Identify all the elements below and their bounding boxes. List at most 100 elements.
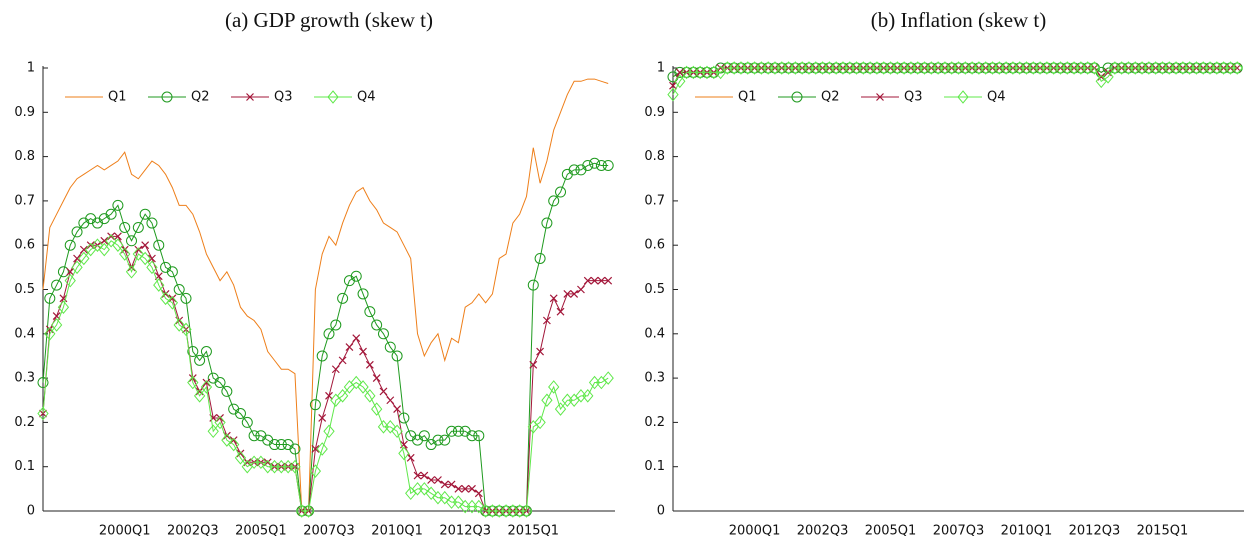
marker xyxy=(529,360,538,369)
marker xyxy=(57,266,69,278)
marker xyxy=(112,199,124,211)
line xyxy=(42,240,609,512)
marker xyxy=(577,285,585,294)
y-tick-label: 0.7 xyxy=(14,193,35,208)
marker xyxy=(119,221,131,233)
marker xyxy=(132,247,144,261)
marker xyxy=(188,374,197,383)
marker xyxy=(112,238,124,252)
marker xyxy=(234,451,247,465)
marker xyxy=(71,260,83,275)
marker xyxy=(536,347,545,356)
marker xyxy=(350,270,362,282)
marker xyxy=(79,245,88,254)
marker xyxy=(474,489,483,498)
marker xyxy=(64,239,76,251)
x-tick-label: 2007Q3 xyxy=(933,524,985,539)
marker xyxy=(420,471,429,480)
marker xyxy=(107,232,116,241)
marker xyxy=(187,346,199,358)
marker xyxy=(452,425,464,437)
y-tick-label: 0.6 xyxy=(14,238,35,253)
marker xyxy=(384,420,396,434)
marker xyxy=(91,238,104,252)
marker xyxy=(146,260,158,275)
marker xyxy=(44,327,56,341)
marker xyxy=(50,318,63,332)
marker xyxy=(120,245,129,254)
marker xyxy=(352,334,361,343)
marker xyxy=(595,159,607,171)
x-tick-label: 2002Q3 xyxy=(167,524,219,539)
marker xyxy=(675,68,684,77)
marker xyxy=(391,350,403,362)
legend-label: Q1 xyxy=(738,90,757,105)
marker xyxy=(447,480,456,489)
marker xyxy=(195,387,204,396)
legend-label: Q3 xyxy=(904,90,923,105)
marker xyxy=(446,425,458,437)
chart-title: (a) GDP growth (skew t) xyxy=(225,8,433,32)
marker xyxy=(327,90,339,104)
marker xyxy=(590,276,599,285)
marker xyxy=(466,430,478,442)
y-tick-label: 0.4 xyxy=(14,326,35,341)
marker xyxy=(248,430,260,442)
marker xyxy=(439,490,451,505)
marker xyxy=(236,449,245,458)
marker xyxy=(194,354,206,366)
marker xyxy=(602,371,614,385)
marker xyxy=(549,294,558,303)
legend-label: Q2 xyxy=(191,90,210,105)
x-tick-label: 2000Q1 xyxy=(99,524,151,539)
y-tick-label: 0.4 xyxy=(644,326,665,341)
x-tick-label: 2002Q3 xyxy=(797,524,849,539)
marker xyxy=(161,290,170,298)
y-tick-label: 0.8 xyxy=(644,149,665,164)
y-tick-label: 1 xyxy=(657,61,665,76)
y-tick-label: 0.7 xyxy=(644,193,665,208)
marker xyxy=(406,453,415,462)
marker xyxy=(318,414,327,422)
x-tick-label: 2005Q1 xyxy=(865,524,917,539)
marker xyxy=(173,284,185,295)
series xyxy=(42,78,609,512)
y-tick-label: 0 xyxy=(27,504,35,519)
y-tick-label: 0 xyxy=(657,504,665,519)
marker xyxy=(44,292,56,304)
marker xyxy=(957,90,969,104)
marker xyxy=(73,254,81,263)
marker xyxy=(146,217,158,229)
marker xyxy=(534,252,546,264)
marker xyxy=(59,294,68,303)
marker xyxy=(364,389,376,403)
marker xyxy=(51,279,63,291)
legend-label: Q1 xyxy=(108,90,127,105)
marker xyxy=(234,408,246,420)
y-tick-label: 0.2 xyxy=(644,415,665,430)
marker xyxy=(187,375,199,390)
marker xyxy=(45,325,54,334)
marker xyxy=(153,278,165,292)
marker xyxy=(216,414,224,422)
y-tick-label: 0.1 xyxy=(14,459,35,474)
marker xyxy=(461,484,470,493)
y-tick-label: 0.2 xyxy=(14,415,35,430)
marker xyxy=(330,319,342,331)
marker xyxy=(570,290,579,298)
marker xyxy=(148,254,156,263)
marker xyxy=(105,233,117,248)
marker xyxy=(64,273,76,288)
marker xyxy=(548,380,560,394)
marker xyxy=(71,226,83,238)
marker xyxy=(674,74,686,89)
x-tick-label: 2012Q3 xyxy=(1069,524,1121,539)
marker xyxy=(1102,70,1114,84)
marker xyxy=(542,316,551,325)
marker xyxy=(323,328,335,340)
marker xyxy=(1104,68,1112,77)
marker xyxy=(589,157,601,169)
marker xyxy=(193,389,206,403)
marker xyxy=(425,486,437,501)
